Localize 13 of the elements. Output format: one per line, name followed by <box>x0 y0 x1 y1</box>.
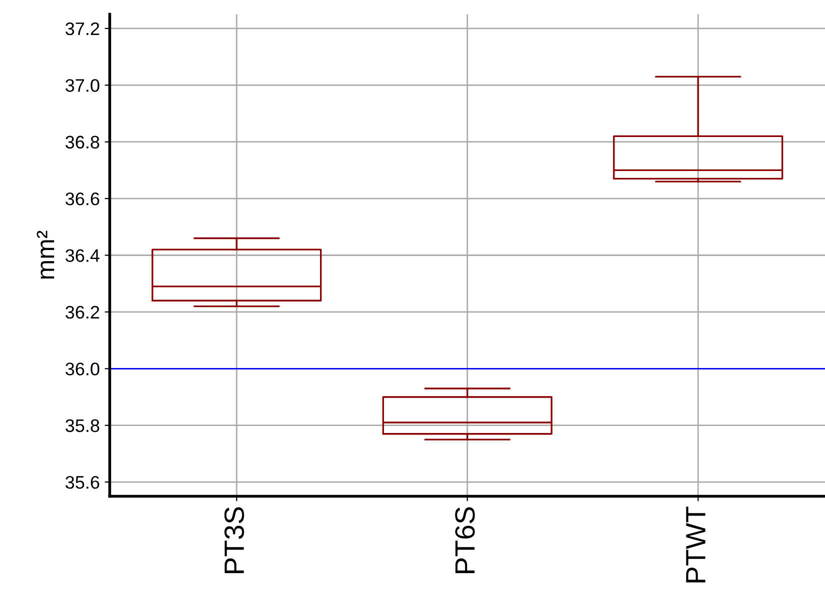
y-tick-label: 35.6 <box>66 476 100 489</box>
x-tick-label: PTWT <box>686 506 706 582</box>
y-tick-label: 36.0 <box>66 362 100 376</box>
y-tick-label: 37.2 <box>66 22 100 36</box>
y-tick-label: 36.4 <box>66 249 100 262</box>
y-axis-title: mm² <box>36 230 54 279</box>
y-tick-label: 37.0 <box>66 79 100 92</box>
x-tick-label: PT6S <box>455 507 475 574</box>
y-tick-label: 36.2 <box>66 306 100 319</box>
y-tick-label: 35.8 <box>66 419 100 432</box>
x-tick-label: PT3S <box>224 507 244 574</box>
y-tick-label: 36.6 <box>66 192 100 206</box>
y-tick-label: 36.8 <box>66 136 100 149</box>
